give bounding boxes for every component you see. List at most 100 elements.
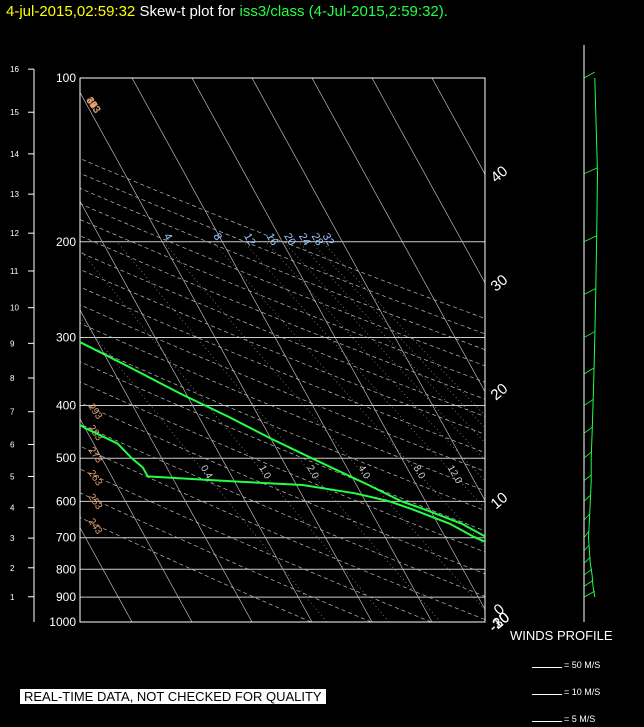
height-tick-label: 3 bbox=[10, 534, 15, 543]
svg-text:24: 24 bbox=[296, 231, 313, 248]
svg-text:16: 16 bbox=[264, 231, 281, 248]
svg-text:30: 30 bbox=[487, 271, 511, 295]
wind-barb bbox=[583, 580, 594, 587]
mixing-ratio-label: 4 bbox=[161, 231, 174, 242]
mixing-ratio-label: 28 bbox=[309, 231, 326, 248]
mixing-ratio-line bbox=[283, 241, 485, 461]
wind-barb bbox=[583, 474, 592, 482]
height-tick-label: 1 bbox=[10, 593, 15, 602]
title-label: Skew-t plot for bbox=[139, 3, 236, 20]
wind-barb bbox=[583, 71, 595, 79]
height-tick-label: 12 bbox=[10, 229, 19, 238]
wind-barb bbox=[583, 331, 595, 338]
wind-barb bbox=[583, 399, 594, 406]
pressure-tick-label: 100 bbox=[56, 71, 76, 85]
isotherm-line bbox=[492, 78, 644, 622]
right-temp-tick-label: 10 bbox=[487, 489, 511, 513]
pressure-tick-label: 400 bbox=[56, 399, 76, 413]
svg-text:273: 273 bbox=[86, 445, 105, 465]
height-tick-label: 14 bbox=[10, 150, 19, 159]
dry-adiabat-line bbox=[80, 402, 485, 575]
mixing-ratio-label: 12 bbox=[241, 231, 258, 248]
svg-text:2.0: 2.0 bbox=[304, 464, 321, 482]
wind-profile-line bbox=[587, 77, 599, 598]
svg-text:4.0: 4.0 bbox=[355, 464, 372, 482]
mixing-ratio-label: 16 bbox=[264, 231, 281, 248]
mixing-ratio-line bbox=[311, 241, 485, 429]
right-temp-tick-label: 20 bbox=[487, 380, 511, 404]
pressure-tick-label: 200 bbox=[56, 235, 76, 249]
svg-text:28: 28 bbox=[309, 231, 326, 248]
isotherm-line bbox=[80, 526, 133, 622]
dry-adiabat-line bbox=[80, 286, 485, 453]
svg-text:243: 243 bbox=[86, 517, 105, 537]
wind-barb bbox=[583, 513, 590, 521]
wind-barb bbox=[583, 590, 595, 598]
isotherm-line bbox=[80, 418, 193, 622]
wind-legend-5: = 5 M/S bbox=[532, 713, 595, 724]
height-tick-label: 4 bbox=[10, 504, 15, 513]
dry-adiabat-line bbox=[80, 235, 485, 400]
svg-text:32: 32 bbox=[320, 231, 337, 248]
mixing-ratio-label: 4.0 bbox=[355, 464, 372, 482]
wind-legend-50: = 50 M/S bbox=[532, 659, 600, 670]
isotherm-line bbox=[80, 91, 373, 622]
svg-text:12: 12 bbox=[241, 231, 258, 248]
mixing-ratio-label: 12.0 bbox=[445, 464, 464, 487]
mixing-ratio-line bbox=[212, 241, 485, 547]
wind-barb bbox=[583, 451, 592, 459]
wind-legend-10: = 10 M/S bbox=[532, 686, 600, 697]
dry-adiabat-line bbox=[80, 517, 312, 622]
pennant-icon bbox=[532, 659, 562, 668]
temperature-line bbox=[80, 340, 485, 538]
pressure-tick-label: 300 bbox=[56, 331, 76, 345]
isotherm-line bbox=[191, 78, 485, 611]
mixing-ratio-line bbox=[80, 316, 328, 622]
dry-adiabat-line bbox=[80, 341, 485, 511]
mixing-ratio-line bbox=[80, 249, 390, 622]
pressure-tick-label: 900 bbox=[56, 590, 76, 604]
pressure-tick-label: 600 bbox=[56, 494, 76, 508]
dry-adiabat-line bbox=[80, 269, 485, 435]
wind-barb bbox=[583, 427, 593, 434]
mixing-ratio-label: 8 bbox=[211, 231, 224, 242]
dry-adiabat-line bbox=[80, 468, 432, 622]
wind-barb bbox=[583, 235, 597, 243]
chart-title: 4-jul-2015,02:59:32 Skew-t plot for iss3… bbox=[6, 3, 448, 20]
wind-barb bbox=[583, 557, 591, 564]
height-tick-label: 2 bbox=[10, 564, 15, 573]
height-tick-label: 10 bbox=[10, 304, 19, 313]
isotherm-line bbox=[371, 78, 485, 284]
mixing-ratio-line bbox=[163, 241, 485, 611]
svg-text:1.0: 1.0 bbox=[256, 464, 273, 482]
height-tick-label: 5 bbox=[10, 473, 15, 482]
height-tick-label: 13 bbox=[10, 190, 19, 199]
svg-text:253: 253 bbox=[86, 492, 105, 512]
pressure-tick-label: 1000 bbox=[49, 615, 76, 629]
wind-barb bbox=[583, 288, 596, 295]
mixing-ratio-label: 24 bbox=[296, 231, 313, 248]
svg-text:8: 8 bbox=[211, 231, 224, 242]
dry-adiabat-label: 433 bbox=[84, 95, 103, 115]
wind-barb bbox=[583, 495, 591, 502]
right-temp-tick-label: 30 bbox=[487, 271, 511, 295]
title-source: iss3/class (4-Jul-2015,2:59:32). bbox=[239, 3, 448, 20]
isotherm-line bbox=[131, 78, 433, 622]
height-tick-label: 16 bbox=[10, 65, 19, 74]
svg-text:40: 40 bbox=[487, 163, 511, 187]
dry-adiabat-line bbox=[80, 187, 485, 351]
isotherm-line bbox=[251, 78, 485, 502]
dry-adiabat-line bbox=[80, 322, 485, 492]
mixing-ratio-line bbox=[265, 241, 485, 482]
dry-adiabat-label: 263 bbox=[86, 468, 105, 488]
mixing-ratio-label: 32 bbox=[320, 231, 337, 248]
pressure-tick-label: 500 bbox=[56, 451, 76, 465]
wind-barb bbox=[583, 167, 598, 175]
wind-barb bbox=[583, 367, 595, 375]
dry-adiabat-label: 273 bbox=[86, 445, 105, 465]
dry-adiabat-label: 293 bbox=[86, 402, 105, 422]
svg-text:20: 20 bbox=[487, 380, 511, 404]
isotherm-line bbox=[80, 200, 313, 622]
height-tick-label: 8 bbox=[10, 374, 15, 383]
